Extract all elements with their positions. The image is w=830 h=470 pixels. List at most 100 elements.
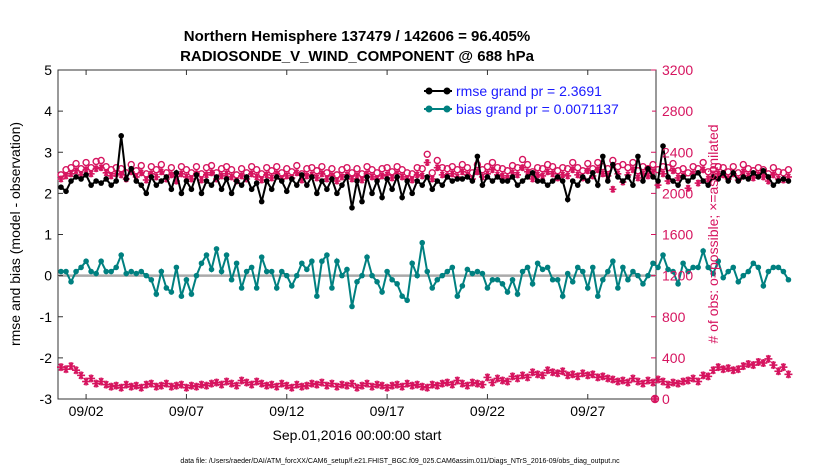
rmse-series (58, 133, 792, 211)
rmse-point (263, 178, 270, 184)
bias-point (610, 258, 616, 265)
obs-low-marker (613, 377, 622, 386)
rmse-point (514, 182, 521, 188)
obs-possible-marker (734, 169, 742, 177)
rmse-point (735, 178, 742, 184)
obs-low-marker (684, 376, 693, 385)
rmse-point (755, 174, 762, 180)
bias-point (359, 272, 365, 279)
obs-possible-marker (167, 163, 176, 172)
bias-point (584, 285, 591, 291)
obs-low-marker (232, 381, 241, 390)
rmse-point (765, 174, 772, 180)
obs-possible-marker (227, 166, 236, 174)
rmse-point (700, 178, 706, 184)
rmse-point (183, 178, 190, 184)
bias-point (464, 266, 471, 273)
obs-possible-marker (729, 162, 737, 171)
obs-low-marker (297, 382, 306, 391)
obs-low-marker (563, 371, 572, 380)
obs-low-marker (583, 371, 592, 380)
obs-assimilated-marker (458, 168, 466, 176)
bias-point (93, 270, 99, 277)
rmse-point (645, 165, 651, 172)
y-axis-left-ticks: -3 -2 -1 0 1 2 3 4 5 (40, 62, 63, 407)
bias-point (499, 281, 506, 287)
obs-low-marker (423, 383, 432, 392)
x-tick-label: 09/02 (69, 403, 104, 419)
obs-assimilated-marker (438, 171, 446, 179)
bias-point (750, 260, 757, 267)
rmse-point (248, 186, 255, 193)
bias-point (650, 260, 656, 267)
obs-possible-marker (684, 169, 692, 177)
bias-point (645, 272, 651, 279)
rmse-point (615, 174, 621, 180)
obs-low-marker (719, 365, 728, 374)
obs-possible-marker (518, 155, 527, 164)
obs-possible-marker (669, 159, 677, 168)
bias-point (559, 293, 566, 299)
obs-possible-marker (714, 162, 722, 171)
rmse-point (324, 186, 330, 193)
rmse-point (409, 190, 415, 197)
rmse-point (760, 167, 767, 174)
bias-point (73, 268, 79, 275)
y-axis-left-label: rmse and bias (model - observation) (7, 122, 23, 346)
obs-assimilated-marker (694, 179, 702, 187)
bias-point (314, 293, 320, 299)
rmse-point (68, 178, 74, 184)
rmse-point (173, 170, 180, 176)
obs-low-marker (503, 377, 512, 386)
obs-low-marker (383, 383, 392, 392)
obs-low-marker (347, 379, 356, 388)
rmse-point (554, 174, 561, 180)
rmse-point (273, 174, 280, 180)
rmse-point (685, 178, 691, 184)
obs-low-marker (227, 379, 236, 388)
rmse-point (569, 178, 576, 184)
rmse-point (509, 174, 516, 180)
obs-assimilated-marker (739, 168, 747, 176)
rmse-point (399, 194, 405, 201)
bias-point (138, 268, 145, 275)
obs-assimilated-marker (544, 168, 552, 176)
obs-assimilated-marker (584, 167, 592, 175)
obs-assimilated-marker (258, 176, 266, 184)
bias-point (429, 285, 436, 291)
rmse-point (750, 170, 757, 176)
rmse-point (228, 190, 235, 197)
obs-low-marker (483, 373, 492, 382)
obs-assimilated-marker (208, 169, 216, 177)
bias-point (208, 266, 215, 273)
obs-assimilated-marker (293, 169, 301, 177)
bias-point (278, 268, 285, 275)
obs-possible-marker (383, 163, 391, 172)
obs-assimilated-marker (559, 171, 567, 179)
obs-low-marker (448, 380, 457, 389)
y-left-tick-label: -3 (40, 391, 53, 407)
rmse-point (93, 178, 99, 184)
obs-possible-marker (92, 157, 100, 166)
bias-point (595, 293, 601, 299)
bias-point (459, 283, 466, 289)
obs-possible-marker (72, 159, 80, 168)
rmse-point (675, 182, 681, 188)
obs-low-marker (769, 361, 778, 370)
bias-point (268, 268, 275, 275)
rmse-point (524, 174, 531, 180)
y-right-tick-label: 400 (662, 350, 686, 366)
obs-assimilated-marker (177, 170, 185, 178)
obs-low-marker (388, 381, 397, 390)
bias-point (88, 268, 94, 275)
rmse-point (695, 170, 701, 176)
obs-assimilated-marker (423, 159, 431, 167)
rmse-point (534, 178, 541, 184)
obs-assimilated-marker (197, 176, 205, 184)
y-left-tick-label: -2 (40, 350, 53, 366)
obs-possible-marker (318, 162, 326, 171)
y-left-tick-label: 2 (44, 185, 52, 201)
rmse-point (238, 182, 245, 188)
rmse-point (705, 182, 711, 188)
rmse-point (283, 188, 290, 195)
